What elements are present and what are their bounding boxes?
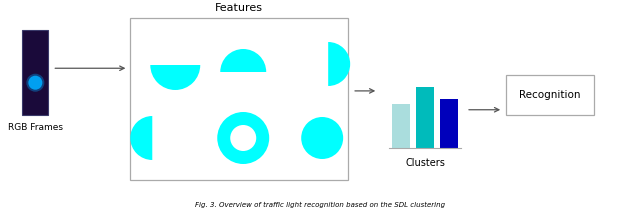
- Text: Recognition: Recognition: [519, 90, 581, 100]
- Text: Clusters: Clusters: [405, 158, 445, 168]
- Wedge shape: [328, 42, 350, 86]
- Circle shape: [217, 112, 269, 164]
- Wedge shape: [131, 116, 152, 160]
- Circle shape: [301, 117, 343, 159]
- Text: RGB Frames: RGB Frames: [8, 123, 63, 132]
- Circle shape: [230, 125, 256, 151]
- Wedge shape: [150, 65, 200, 90]
- Wedge shape: [220, 49, 266, 72]
- Bar: [416, 87, 434, 148]
- Circle shape: [28, 76, 42, 90]
- Bar: [440, 99, 458, 148]
- Bar: [506, 75, 594, 115]
- Bar: [22, 30, 49, 115]
- Circle shape: [26, 74, 44, 92]
- Text: Fig. 3. Overview of traffic light recognition based on the SDL clustering: Fig. 3. Overview of traffic light recogn…: [195, 202, 445, 208]
- Text: Features: Features: [215, 3, 263, 13]
- Bar: [131, 18, 348, 180]
- Bar: [392, 104, 410, 148]
